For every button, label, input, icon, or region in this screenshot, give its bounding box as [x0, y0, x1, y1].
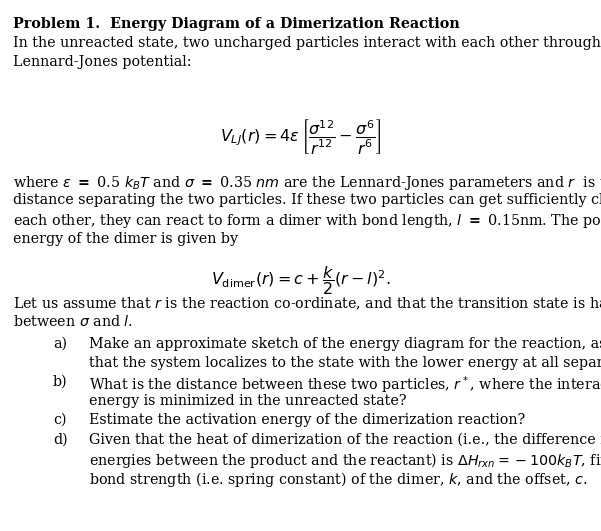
Text: that the system localizes to the state with the lower energy at all separations.: that the system localizes to the state w… [89, 356, 601, 370]
Text: Given that the heat of dimerization of the reaction (i.e., the difference in: Given that the heat of dimerization of t… [89, 432, 601, 446]
Text: energies between the product and the reactant) is $\Delta H_{rxn} = -100k_BT$, f: energies between the product and the rea… [89, 451, 601, 470]
Text: energy of the dimer is given by: energy of the dimer is given by [13, 232, 238, 245]
Text: Lennard-Jones potential:: Lennard-Jones potential: [13, 55, 192, 69]
Text: each other, they can react to form a dimer with bond length, $l$ $\mathbf{=}$ 0.: each other, they can react to form a dim… [13, 212, 601, 230]
Text: What is the distance between these two particles, $r^*$, where the interaction: What is the distance between these two p… [89, 375, 601, 397]
Text: c): c) [53, 413, 66, 427]
Text: energy is minimized in the unreacted state?: energy is minimized in the unreacted sta… [89, 394, 406, 408]
Text: $V_{\mathrm{dimer}}(r) = c + \dfrac{k}{2}(r - l)^2.$: $V_{\mathrm{dimer}}(r) = c + \dfrac{k}{2… [211, 264, 390, 297]
Text: Estimate the activation energy of the dimerization reaction?: Estimate the activation energy of the di… [89, 413, 525, 427]
Text: distance separating the two particles. If these two particles can get sufficient: distance separating the two particles. I… [13, 193, 601, 207]
Text: Make an approximate sketch of the energy diagram for the reaction, assuming: Make an approximate sketch of the energy… [89, 337, 601, 350]
Text: between $\sigma$ and $l$.: between $\sigma$ and $l$. [13, 314, 133, 329]
Text: Problem 1.  Energy Diagram of a Dimerization Reaction: Problem 1. Energy Diagram of a Dimerizat… [13, 17, 460, 31]
Text: a): a) [53, 337, 67, 350]
Text: d): d) [53, 432, 67, 446]
Text: $V_{LJ}(r) = 4\varepsilon\,\left[\dfrac{\sigma^{12}}{r^{12}} - \dfrac{\sigma^{6}: $V_{LJ}(r) = 4\varepsilon\,\left[\dfrac{… [220, 117, 381, 156]
Text: Let us assume that $r$ is the reaction co-ordinate, and that the transition stat: Let us assume that $r$ is the reaction c… [13, 295, 601, 313]
Text: b): b) [53, 375, 67, 389]
Text: In the unreacted state, two uncharged particles interact with each other through: In the unreacted state, two uncharged pa… [13, 36, 601, 50]
Text: bond strength (i.e. spring constant) of the dimer, $k$, and the offset, $c$.: bond strength (i.e. spring constant) of … [89, 470, 588, 490]
Text: where $\varepsilon$ $\mathbf{=}$ 0.5 $k_BT$ and $\sigma$ $\mathbf{=}$ 0.35 $nm$ : where $\varepsilon$ $\mathbf{=}$ 0.5 $k_… [13, 174, 601, 192]
